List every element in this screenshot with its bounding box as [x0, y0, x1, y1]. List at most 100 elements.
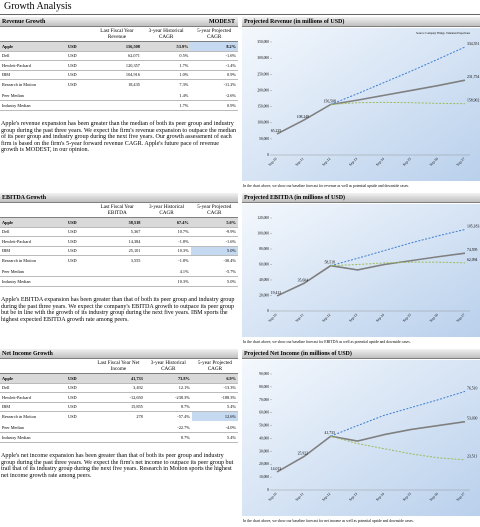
header-cell [0, 360, 66, 374]
heading-text: Net Income Growth [2, 351, 53, 357]
table-cell: 8.7% [144, 432, 192, 443]
table-cell: USD [66, 41, 92, 52]
y-tick-label: 0 [267, 488, 269, 492]
y-tick-label: 350,000 [257, 40, 269, 45]
x-tick-label: Sep-11 [295, 313, 305, 323]
table-cell: USD [66, 383, 92, 393]
y-tick-label: 300,000 [257, 56, 269, 61]
x-tick-label: Sep-15 [402, 157, 412, 167]
table-cell: -238.3% [144, 392, 192, 403]
y-tick-label: 20,000 [259, 294, 269, 299]
value-label: 19,412 [271, 291, 282, 296]
y-tick-label: 200,000 [257, 88, 269, 93]
header-row: Last Fiscal Year Revenue 3-year Historica… [0, 28, 238, 42]
heading-text: Revenue Growth [2, 19, 46, 25]
table-cell: 58,518 [92, 217, 143, 228]
table-cell: Dell [0, 383, 66, 393]
table-cell: 1.7% [141, 60, 191, 71]
table-row: Peer Median -22.7% -4.0% [0, 420, 238, 433]
header-cell [66, 204, 92, 218]
table-row: Dell USD 3,492 12.1% -13.3% [0, 383, 238, 393]
header-row: Last Fiscal Year Net Income 3-year Histor… [0, 360, 238, 374]
table-row: Industry Median 10.3% 5.0% [0, 276, 238, 287]
table-cell [92, 88, 142, 101]
section-heading: Revenue Growth MODEST [0, 17, 238, 27]
table-cell [92, 276, 143, 287]
page-title: Growth Analysis [4, 1, 72, 12]
column-header: 3-year Historical CAGR [142, 204, 191, 218]
table-cell: 0.9% [190, 70, 238, 80]
table-cell: 25,101 [92, 246, 143, 256]
table-cell: 7.3% [141, 79, 191, 91]
y-tick-label: 80,000 [259, 247, 269, 252]
table-cell: 14,384 [92, 236, 143, 247]
table-row: Hewlett-Packard USD -12,650 -238.3% -188.3% [0, 392, 238, 403]
table-cell: 120,357 [92, 60, 142, 71]
caption: In the chart above, we show our baseline… [243, 340, 411, 345]
table-cell: 5.4% [191, 432, 238, 443]
table-row: Hewlett-Packard USD 120,357 1.7% -1.4% [0, 60, 238, 71]
y-tick-label: 40,000 [259, 278, 269, 283]
value-label: 105,183 [467, 224, 479, 229]
table-row: Hewlett-Packard USD 14,384 -1.8% -1.6% [0, 236, 238, 247]
value-label: 158,902 [467, 99, 479, 104]
table-cell: Peer Median [0, 420, 66, 433]
chart: 0 20,000 40,000 60,000 80,000 100,000 120,000 S… [242, 204, 480, 345]
column-header: 5-year Projected CAGR [190, 204, 238, 218]
table-cell: 3,555 [92, 255, 143, 267]
y-tick-label: 0 [267, 153, 269, 157]
table-cell [66, 264, 92, 277]
chart: Source: Company Filings, Valuation Proje… [242, 28, 480, 189]
table-cell: 3,492 [92, 383, 145, 393]
table-row: IBM USD 15,855 8.7% 5.4% [0, 402, 238, 412]
table-cell: -2.6% [190, 88, 238, 101]
x-tick-label: Sep-13 [348, 313, 358, 323]
paragraph: Apple's net income expansion has been gr… [1, 453, 234, 479]
table-row: IBM USD 25,101 10.3% 5.0% [0, 246, 238, 256]
column-header: 3-year Historical CAGR [144, 360, 192, 374]
x-tick-label: Sep-15 [402, 313, 412, 323]
x-tick-label: Sep-10 [268, 492, 278, 502]
y-tick-label: 120,000 [257, 216, 269, 221]
series-line [276, 79, 466, 135]
value-label: 53,030 [467, 417, 478, 422]
table: Last Fiscal Year Net Income 3-year Histor… [0, 360, 238, 443]
series-line [330, 261, 466, 267]
table-cell: 8.2% [190, 41, 238, 52]
table-cell: USD [66, 246, 92, 256]
table-cell: Research in Motion [0, 411, 66, 423]
table-cell: Hewlett-Packard [0, 236, 66, 247]
series-line [330, 228, 466, 267]
value-label: 76,510 [467, 386, 478, 391]
table-cell: Dell [0, 51, 66, 61]
table-cell: Apple [0, 373, 66, 384]
table-cell: 15,855 [92, 402, 145, 412]
paragraph: Apple's EBITDA expansion has been greate… [1, 297, 235, 323]
column-header: 3-year Historical CAGR [141, 28, 191, 42]
series-line [330, 101, 466, 105]
y-tick-label: 80,000 [259, 385, 269, 390]
table-cell: USD [66, 373, 92, 384]
table-row: Research in Motion USD 3,555 -1.8% -30.4% [0, 255, 238, 267]
chart: 0 10,000 20,000 30,000 40,000 50,000 60,000 70,… [242, 360, 480, 524]
table-cell: USD [66, 79, 92, 91]
table-cell: 278 [92, 411, 145, 423]
table-cell: USD [66, 255, 92, 267]
rating: MODEST [208, 19, 235, 25]
x-tick-label: Sep-14 [375, 157, 385, 167]
plot-background [242, 360, 480, 516]
table-cell: 62,071 [92, 51, 142, 61]
value-label: 23,511 [467, 455, 477, 460]
table-cell: 10.3% [142, 246, 191, 256]
x-tick-label: Sep-15 [402, 492, 412, 502]
table-row: Industry Median 1.7% 0.9% [0, 100, 238, 111]
table-row: Apple USD 41,733 73.8% 6.9% [0, 373, 238, 384]
table-cell: Hewlett-Packard [0, 392, 66, 403]
table-cell: 156,508 [92, 41, 142, 52]
paragraph: Apple's revenue expansion has been great… [1, 121, 237, 153]
series-line [276, 252, 466, 297]
table-cell: Industry Median [0, 100, 66, 111]
table-cell: 5.4% [191, 402, 238, 412]
table-cell: 41,733 [92, 373, 145, 384]
